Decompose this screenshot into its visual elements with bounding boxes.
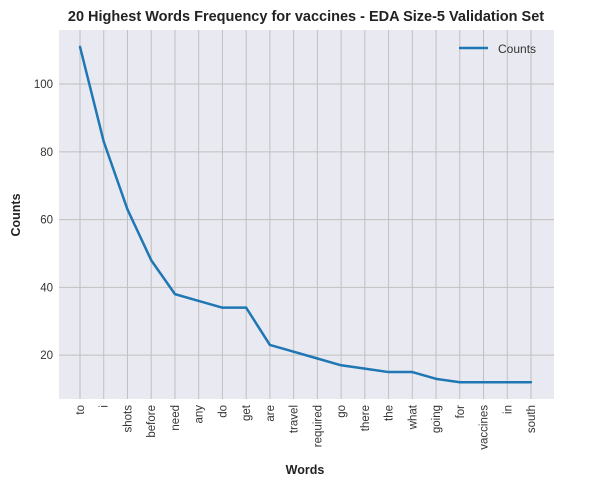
- legend-label: Counts: [498, 42, 536, 56]
- x-tick-label: get: [241, 404, 253, 421]
- data-point: [506, 381, 509, 384]
- series-line: [78, 46, 531, 384]
- data-point: [150, 259, 153, 262]
- chart-title: 20 Highest Words Frequency for vaccines …: [68, 9, 544, 25]
- data-point: [173, 292, 177, 296]
- x-tick-label: travel: [289, 405, 301, 433]
- x-tick-label: there: [360, 405, 372, 431]
- y-tick-label: 100: [34, 79, 53, 91]
- plot-background: [59, 30, 554, 399]
- data-point: [244, 306, 248, 309]
- data-point: [482, 381, 485, 384]
- data-point: [411, 370, 414, 374]
- y-gridlines: [59, 83, 554, 356]
- legend: Counts: [459, 42, 536, 56]
- data-point: [458, 381, 461, 384]
- x-tick-label: required: [312, 405, 324, 447]
- x-tick-label: for: [455, 405, 467, 419]
- x-axis-label: Words: [286, 463, 325, 477]
- data-point: [529, 381, 533, 384]
- y-tick-label: 80: [40, 147, 53, 159]
- x-tick-label: go: [336, 405, 348, 418]
- x-tick-label: before: [146, 405, 158, 438]
- x-tick-label: vaccines: [479, 405, 491, 450]
- data-point: [339, 364, 343, 367]
- data-point: [434, 377, 438, 381]
- x-tick-label: need: [170, 405, 182, 431]
- x-tick-label: are: [265, 405, 277, 422]
- data-point: [292, 350, 295, 353]
- x-tick-labels: to i shots before need any do get are travel requi…: [75, 404, 538, 450]
- x-tick-label: to: [75, 405, 87, 415]
- y-axis-label: Counts: [9, 193, 23, 236]
- y-tick-labels: 20 40 60 80 100: [34, 79, 53, 362]
- y-tick-label: 20: [40, 350, 53, 362]
- data-point: [197, 299, 200, 303]
- data-point: [316, 357, 319, 360]
- data-point: [387, 370, 390, 374]
- x-tick-label: in: [502, 405, 514, 414]
- data-point: [126, 208, 129, 211]
- data-point: [268, 343, 272, 347]
- x-tick-label: any: [194, 405, 206, 424]
- y-tick-label: 60: [40, 215, 53, 227]
- x-tick-label: what: [407, 404, 419, 430]
- x-tick-label: going: [431, 405, 443, 433]
- series-layer: [78, 45, 533, 384]
- data-point: [102, 140, 105, 143]
- x-tick-label: south: [526, 405, 538, 433]
- data-point: [221, 306, 224, 309]
- data-point: [363, 367, 367, 370]
- x-gridlines: [79, 30, 532, 399]
- x-tick-label: do: [217, 405, 229, 418]
- data-point: [78, 45, 82, 48]
- x-tick-label: i: [99, 405, 111, 408]
- y-tick-label: 40: [40, 282, 53, 294]
- x-tick-label: the: [384, 405, 396, 421]
- x-tick-label: shots: [122, 405, 134, 433]
